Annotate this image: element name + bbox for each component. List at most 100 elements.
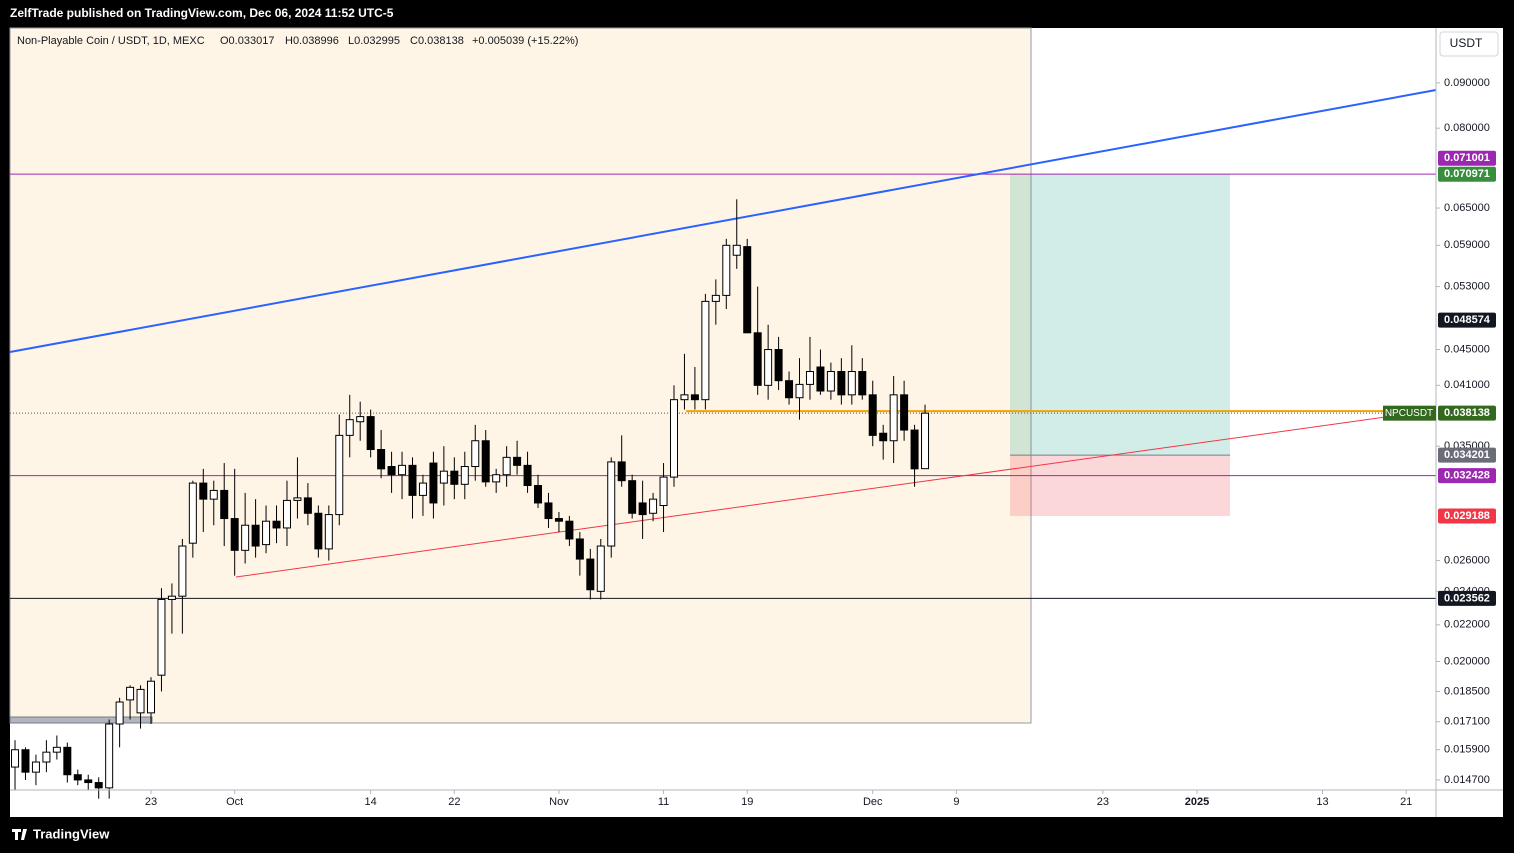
candle-body [450,470,459,485]
candle-body [11,749,20,768]
candle-body [84,779,93,784]
candle-body [220,489,229,520]
candle-body [314,512,323,550]
y-tick-label: 0.090000 [1444,77,1490,89]
candle-body [837,371,846,396]
candle-body [523,464,532,487]
price-tag [1438,166,1496,182]
x-tick-label: 2025 [1185,796,1209,808]
candle-body [889,394,898,442]
price-tag-label: 0.070971 [1444,168,1490,180]
x-tick-label: Nov [549,796,569,808]
candles [11,199,930,799]
candle-body [858,371,867,396]
candle-body [262,520,271,546]
candle-body [303,497,312,514]
logo [12,829,27,840]
candle-body [669,399,678,478]
y-tick-label: 0.053000 [1444,280,1490,292]
candle-body [879,432,888,442]
candle-body [617,461,626,482]
candle-body [764,349,773,386]
red-trendline [235,409,1437,578]
candle-body [805,371,814,385]
candle-body [398,464,407,476]
candle-body [241,524,250,551]
candle-body [157,598,166,676]
candle-body [439,470,448,484]
price-tag-label: 0.029188 [1444,510,1490,522]
candle-body [607,461,616,547]
candle-body [209,489,218,500]
candle-body [94,782,103,789]
candle-body [910,429,919,470]
candle-body [502,456,511,476]
candle-body [345,419,354,436]
candle-body [418,482,427,496]
price-tag-label: 0.034201 [1444,449,1490,461]
candle-body [429,462,438,504]
x-tick-label: 14 [365,796,377,808]
candle-body [366,416,375,451]
candle-body [178,545,187,597]
y-tick-label: 0.017100 [1444,716,1490,728]
price-tag [1438,150,1496,166]
candle-body [460,466,469,485]
candle-body [785,380,794,399]
candle-body [188,482,197,544]
price-tag [1438,312,1496,328]
y-tick-label: 0.045000 [1444,343,1490,355]
candle-body [534,485,543,504]
candle-body [335,434,344,516]
candle-body [565,520,574,540]
y-tick-label: 0.059000 [1444,239,1490,251]
candle-body [126,686,135,701]
legend-close: C0.038138 [410,35,464,47]
candle-body [167,595,176,600]
candle-body [628,480,637,514]
candle-body [753,332,762,386]
y-tick-label: 0.022000 [1444,619,1490,631]
candle-body [659,476,668,507]
candle-body [900,394,909,431]
x-tick-label: 23 [1097,796,1109,808]
candle-body [921,412,930,470]
currency-box [1439,31,1499,57]
candle-body [471,440,480,468]
last-price-name-tag [1383,405,1436,421]
candle-body [199,482,208,500]
candle-body [63,746,72,776]
legend-open: O0.033017 [220,35,274,47]
candle-body [73,774,82,781]
candle-body [481,440,490,483]
candle-body [649,498,658,514]
candle-body [795,383,804,399]
y-tick-label: 0.080000 [1444,122,1490,134]
candle-body [251,524,260,547]
candle-body [544,502,553,520]
candle-body [680,394,689,401]
candle-body [732,244,741,256]
candle-body [282,499,291,529]
candle-body [513,456,522,466]
candle-body [826,371,835,392]
x-tick-label: Dec [863,796,883,808]
candle-body [722,244,731,296]
candle-body [774,349,783,382]
candle-body [408,464,417,496]
y-tick-label: 0.020000 [1444,655,1490,667]
y-tick-label: 0.014700 [1444,774,1490,786]
candle-body [115,701,124,725]
x-tick-label: 11 [658,796,669,808]
legend-change: +0.005039 (+15.22%) [472,35,578,47]
candle-body [387,466,396,476]
currency: USDT [1450,36,1483,50]
y-tick-label: 0.041000 [1444,379,1490,391]
legend-low: L0.032995 [348,35,400,47]
x-tick-label: 9 [953,796,959,808]
price-tag [1438,447,1496,463]
candle-body [146,680,155,714]
candle-body [586,558,595,591]
candle-body [554,518,563,522]
